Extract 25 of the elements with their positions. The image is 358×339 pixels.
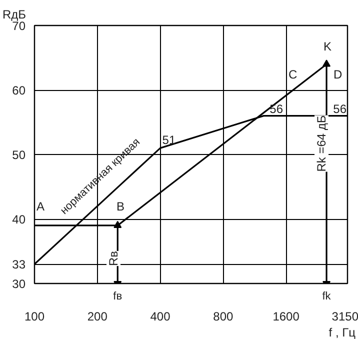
- annotation: Rk =64 дБ: [314, 115, 328, 172]
- x-tick-label: 200: [87, 310, 108, 324]
- annotation: K: [324, 40, 332, 54]
- y-tick-label: 30: [12, 277, 26, 291]
- y-axis-title: RдБ: [2, 8, 26, 22]
- annotation: C: [288, 68, 298, 82]
- annotation: A: [36, 200, 45, 214]
- x-tick-label: 400: [150, 310, 171, 324]
- x-tick-label: 1600: [272, 310, 300, 324]
- annotation: B: [116, 200, 125, 214]
- annotation: Rв: [106, 250, 120, 266]
- data-label: 51: [162, 133, 176, 148]
- y-tick-label: 33: [12, 258, 26, 272]
- data-label: 56: [333, 102, 347, 116]
- x-tick-label: 100: [24, 310, 45, 324]
- annotation: D: [334, 68, 342, 82]
- x-tick-label: 800: [213, 310, 234, 324]
- data-label: 56: [270, 102, 284, 116]
- y-tick-label: 60: [12, 84, 26, 98]
- text: fв: [113, 290, 122, 302]
- y-tick-label: 50: [12, 148, 26, 162]
- x-axis-title: f , Гц: [328, 326, 356, 339]
- text: fk: [322, 290, 332, 302]
- y-tick-label: 40: [12, 212, 26, 226]
- x-tick-label: 3150: [332, 310, 358, 324]
